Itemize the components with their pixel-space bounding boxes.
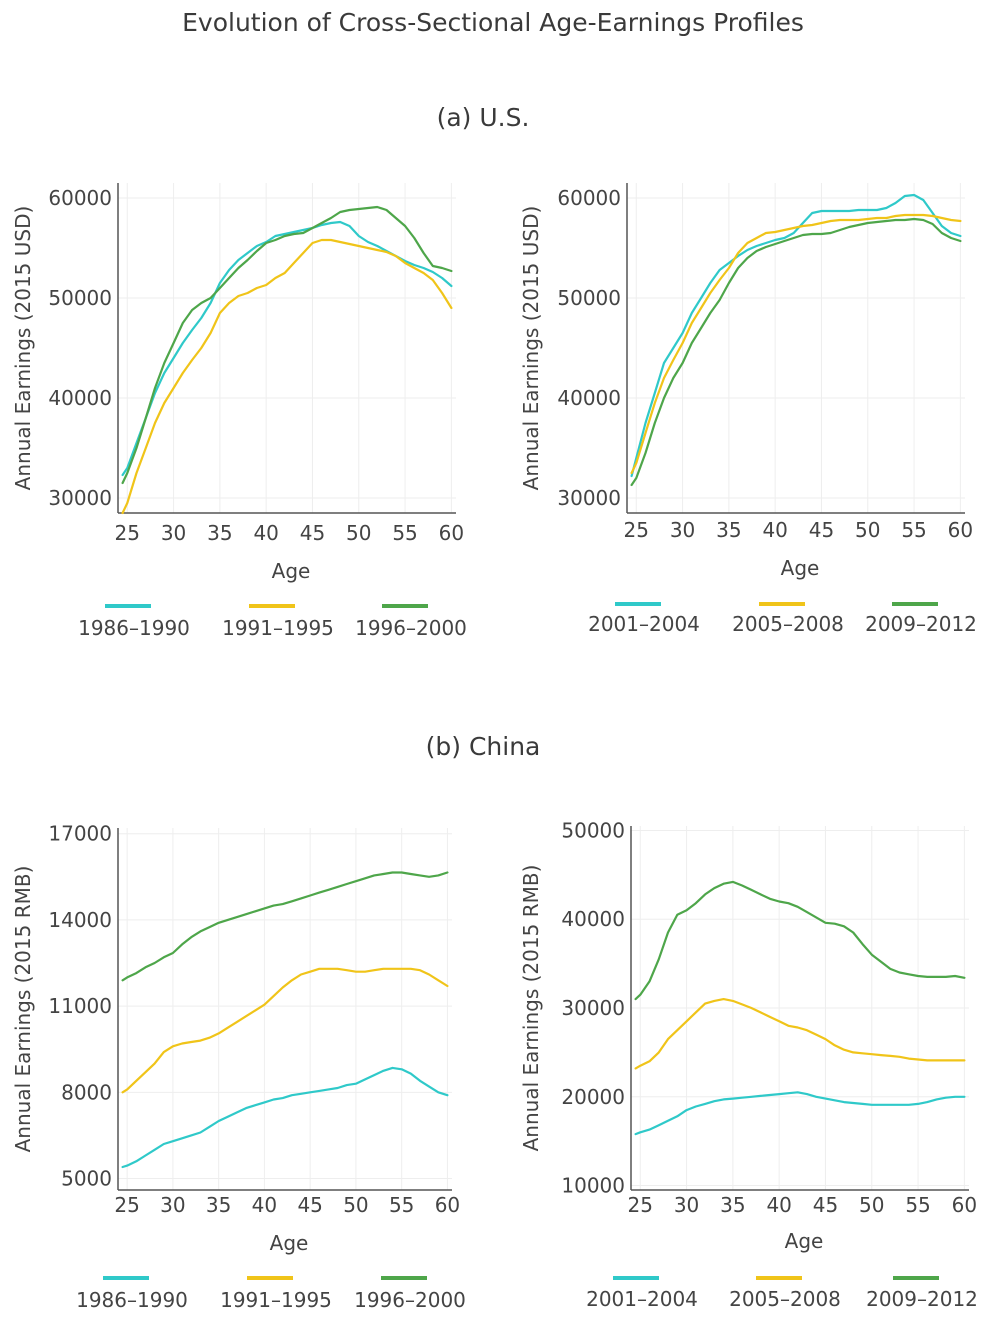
x-tick-label: 60: [948, 518, 973, 542]
x-tick-label: 55: [901, 518, 926, 542]
x-tick-label: 40: [762, 518, 787, 542]
x-axis-label: Age: [781, 556, 820, 580]
x-tick-label: 55: [905, 1193, 930, 1217]
series-line-1986-1990: [121, 1066, 449, 1169]
x-tick-label: 40: [766, 1193, 791, 1217]
y-tick-label: 40000: [48, 386, 112, 410]
x-tick-label: 35: [720, 1193, 745, 1217]
x-axis-label: Age: [272, 559, 311, 583]
x-tick-label: 45: [300, 521, 325, 545]
x-axis-label: Age: [270, 1231, 309, 1255]
x-tick-label: 55: [389, 1193, 414, 1217]
y-tick-label: 50000: [561, 818, 625, 842]
x-axis-label: Age: [785, 1229, 824, 1253]
legend-label: 2001–2004: [586, 1287, 698, 1311]
y-axis-label: Annual Earnings (2015 USD): [11, 206, 35, 491]
chart-panel-a-right: 25 30 35 40 45 50 55 60 30000 40000 50000 60000 Age A…: [519, 183, 977, 636]
legend-label: 1996–2000: [354, 1288, 466, 1312]
x-tick-label: 25: [115, 521, 140, 545]
y-tick-label: 50000: [557, 286, 621, 310]
legend-label: 2005–2008: [732, 612, 844, 636]
y-tick-label: 17000: [48, 822, 112, 846]
y-tick-label: 20000: [561, 1085, 625, 1109]
x-tick-label: 40: [252, 1193, 277, 1217]
x-tick-label: 55: [392, 521, 417, 545]
x-tick-label: 30: [160, 1193, 185, 1217]
x-tick-label: 60: [952, 1193, 977, 1217]
legend-label: 1991–1995: [222, 616, 334, 640]
x-tick-label: 45: [809, 518, 834, 542]
x-tick-label: 40: [253, 521, 278, 545]
x-tick-label: 50: [346, 521, 371, 545]
y-tick-label: 40000: [557, 386, 621, 410]
legend-label: 1996–2000: [355, 616, 467, 640]
x-tick-label: 60: [439, 521, 464, 545]
y-tick-label: 30000: [561, 996, 625, 1020]
section-title-china: (b) China: [425, 732, 541, 761]
y-tick-label: 40000: [561, 907, 625, 931]
y-tick-label: 5000: [61, 1167, 112, 1191]
y-axis-label: Annual Earnings (2015 USD): [519, 206, 543, 491]
legend-label: 1986–1990: [78, 616, 190, 640]
x-tick-label: 25: [624, 518, 649, 542]
legend-label: 1991–1995: [220, 1288, 332, 1312]
series-line-2009-2012: [634, 880, 966, 1001]
legend-label: 1986–1990: [76, 1288, 188, 1312]
y-axis-label: Annual Earnings (2015 RMB): [11, 866, 35, 1153]
legend-label: 2009–2012: [866, 1287, 978, 1311]
x-tick-label: 45: [297, 1193, 322, 1217]
series-line-1996-2000: [121, 205, 453, 485]
chart-panel-b-right: 25 30 35 40 45 50 55 60 10000 20000 30000 40000 5000…: [519, 818, 978, 1311]
series-line-2005-2008: [634, 997, 966, 1070]
x-tick-label: 50: [343, 1193, 368, 1217]
x-tick-label: 25: [114, 1193, 139, 1217]
x-tick-label: 50: [855, 518, 880, 542]
legend-label: 2009–2012: [865, 612, 977, 636]
series-line-2001-2004: [630, 193, 962, 478]
chart-panel-b-left: 25 30 35 40 45 50 55 60 5000 8000 11000 14000 17000 A…: [11, 822, 466, 1312]
x-tick-label: 35: [206, 1193, 231, 1217]
y-tick-label: 50000: [48, 286, 112, 310]
legend-label: 2005–2008: [729, 1287, 841, 1311]
y-tick-label: 8000: [61, 1080, 112, 1104]
y-axis-label: Annual Earnings (2015 RMB): [519, 865, 543, 1152]
x-tick-label: 25: [628, 1193, 653, 1217]
x-tick-label: 30: [161, 521, 186, 545]
x-tick-label: 30: [674, 1193, 699, 1217]
x-tick-label: 60: [435, 1193, 460, 1217]
series-line-2005-2008: [630, 213, 962, 475]
y-tick-label: 11000: [48, 994, 112, 1018]
y-tick-label: 30000: [48, 486, 112, 510]
y-tick-label: 60000: [557, 186, 621, 210]
series-line-1991-1995: [121, 238, 453, 515]
legend-label: 2001–2004: [588, 612, 700, 636]
series-line-2001-2004: [634, 1091, 966, 1136]
x-tick-label: 35: [207, 521, 232, 545]
chart-panel-a-left: 25 30 35 40 45 50 55 60 30000 40000 50000 60000 Age A…: [11, 183, 467, 640]
series-line-1996-2000: [121, 871, 449, 982]
y-tick-label: 30000: [557, 486, 621, 510]
x-tick-label: 35: [716, 518, 741, 542]
y-tick-label: 10000: [561, 1174, 625, 1198]
y-tick-label: 60000: [48, 186, 112, 210]
y-tick-label: 14000: [48, 908, 112, 932]
x-tick-label: 50: [859, 1193, 884, 1217]
x-tick-label: 45: [813, 1193, 838, 1217]
series-line-1991-1995: [121, 967, 449, 1094]
series-line-2009-2012: [630, 217, 962, 487]
x-tick-label: 30: [670, 518, 695, 542]
section-title-us: (a) U.S.: [436, 103, 530, 132]
figure-title: Evolution of Cross-Sectional Age-Earning…: [182, 8, 804, 37]
